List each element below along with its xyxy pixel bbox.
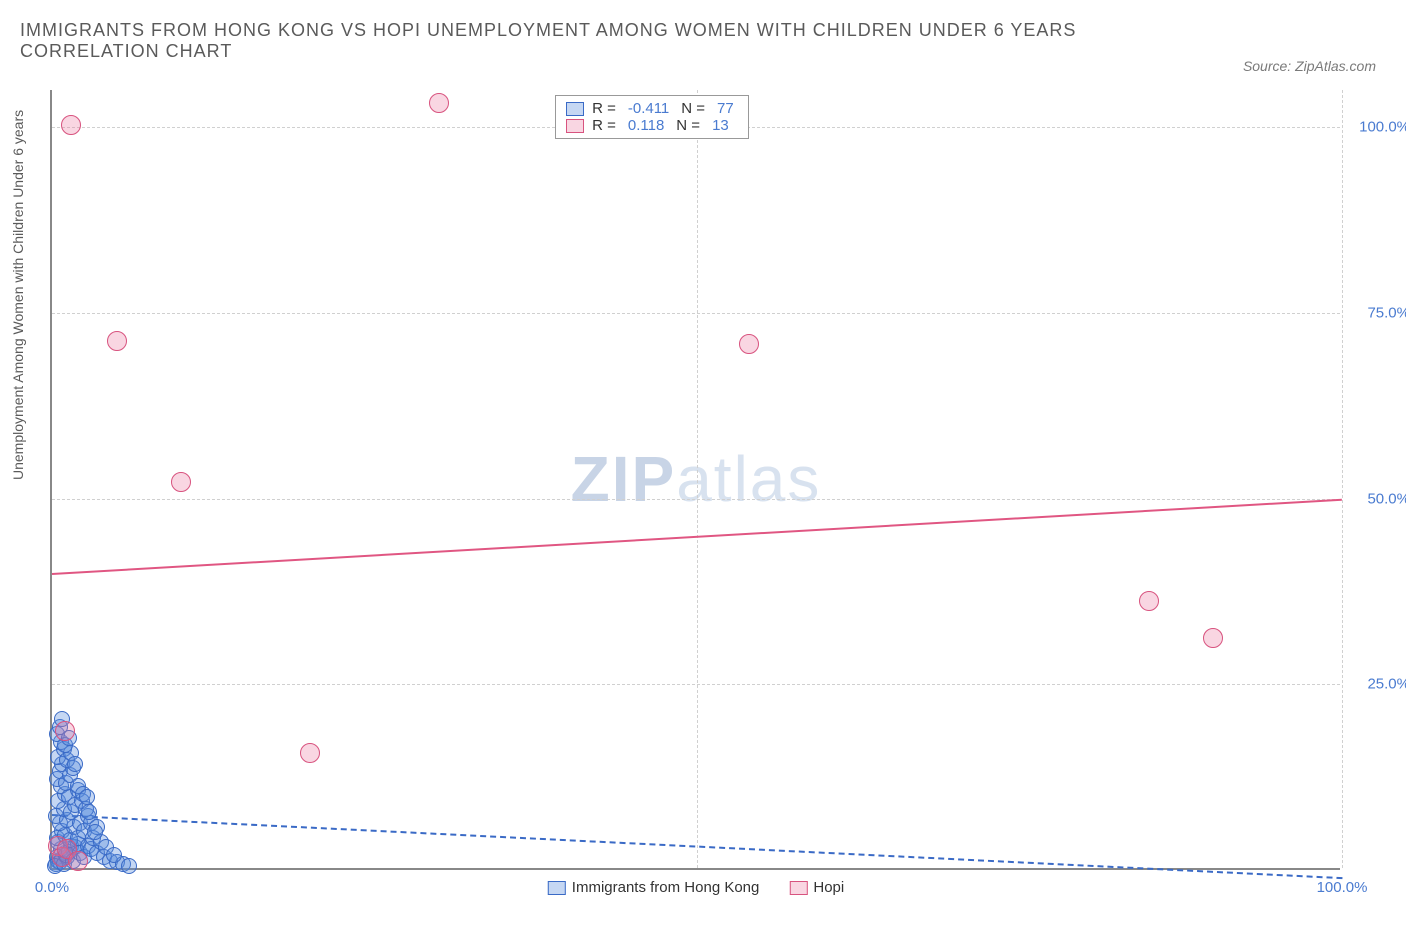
grid-line-h bbox=[52, 499, 1340, 500]
stats-n-value: 77 bbox=[713, 100, 738, 117]
source-label: Source: ZipAtlas.com bbox=[1243, 58, 1376, 74]
x-tick-label: 0.0% bbox=[35, 879, 69, 896]
stats-n-label: N = bbox=[681, 100, 705, 117]
data-point bbox=[106, 847, 122, 863]
stats-r-value: -0.411 bbox=[624, 100, 673, 117]
chart-title: IMMIGRANTS FROM HONG KONG VS HOPI UNEMPL… bbox=[20, 20, 1120, 62]
stats-row: R = -0.411 N = 77 bbox=[566, 100, 738, 117]
grid-line-v bbox=[697, 90, 698, 868]
y-axis-label: Unemployment Among Women with Children U… bbox=[10, 110, 26, 480]
data-point bbox=[67, 756, 83, 772]
y-tick-label: 25.0% bbox=[1350, 676, 1406, 693]
stats-r-label: R = bbox=[592, 117, 616, 134]
grid-line-v bbox=[1342, 90, 1343, 868]
data-point bbox=[55, 721, 75, 741]
series-swatch bbox=[566, 102, 584, 116]
watermark: ZIPatlas bbox=[571, 442, 822, 516]
legend: Immigrants from Hong Kong Hopi bbox=[548, 879, 844, 896]
data-point bbox=[79, 789, 95, 805]
data-point bbox=[107, 331, 127, 351]
y-tick-label: 75.0% bbox=[1350, 304, 1406, 321]
legend-swatch bbox=[789, 881, 807, 895]
grid-line-h bbox=[52, 313, 1340, 314]
legend-swatch bbox=[548, 881, 566, 895]
stats-n-value: 13 bbox=[708, 117, 733, 134]
data-point bbox=[171, 472, 191, 492]
data-point bbox=[61, 115, 81, 135]
grid-line-h bbox=[52, 684, 1340, 685]
stats-r-label: R = bbox=[592, 100, 616, 117]
stats-r-value: 0.118 bbox=[624, 117, 668, 134]
data-point bbox=[68, 851, 88, 871]
data-point bbox=[87, 824, 103, 840]
plot-area: ZIPatlas 25.0%50.0%75.0%100.0%0.0%100.0%… bbox=[50, 90, 1340, 870]
data-point bbox=[1139, 591, 1159, 611]
legend-label: Hopi bbox=[813, 879, 844, 896]
legend-item: Hopi bbox=[789, 879, 844, 896]
y-tick-label: 100.0% bbox=[1350, 119, 1406, 136]
series-swatch bbox=[566, 119, 584, 133]
stats-box: R =-0.411N =77R =0.118N =13 bbox=[555, 95, 749, 139]
data-point bbox=[300, 743, 320, 763]
data-point bbox=[81, 804, 97, 820]
y-tick-label: 50.0% bbox=[1350, 490, 1406, 507]
data-point bbox=[739, 334, 759, 354]
watermark-zip: ZIP bbox=[571, 443, 677, 515]
x-tick-label: 100.0% bbox=[1317, 879, 1368, 896]
data-point bbox=[1203, 628, 1223, 648]
legend-label: Immigrants from Hong Kong bbox=[572, 879, 760, 896]
data-point bbox=[121, 858, 137, 874]
stats-n-label: N = bbox=[676, 117, 700, 134]
data-point bbox=[429, 93, 449, 113]
stats-row: R = 0.118 N = 13 bbox=[566, 117, 738, 134]
legend-item: Immigrants from Hong Kong bbox=[548, 879, 760, 896]
